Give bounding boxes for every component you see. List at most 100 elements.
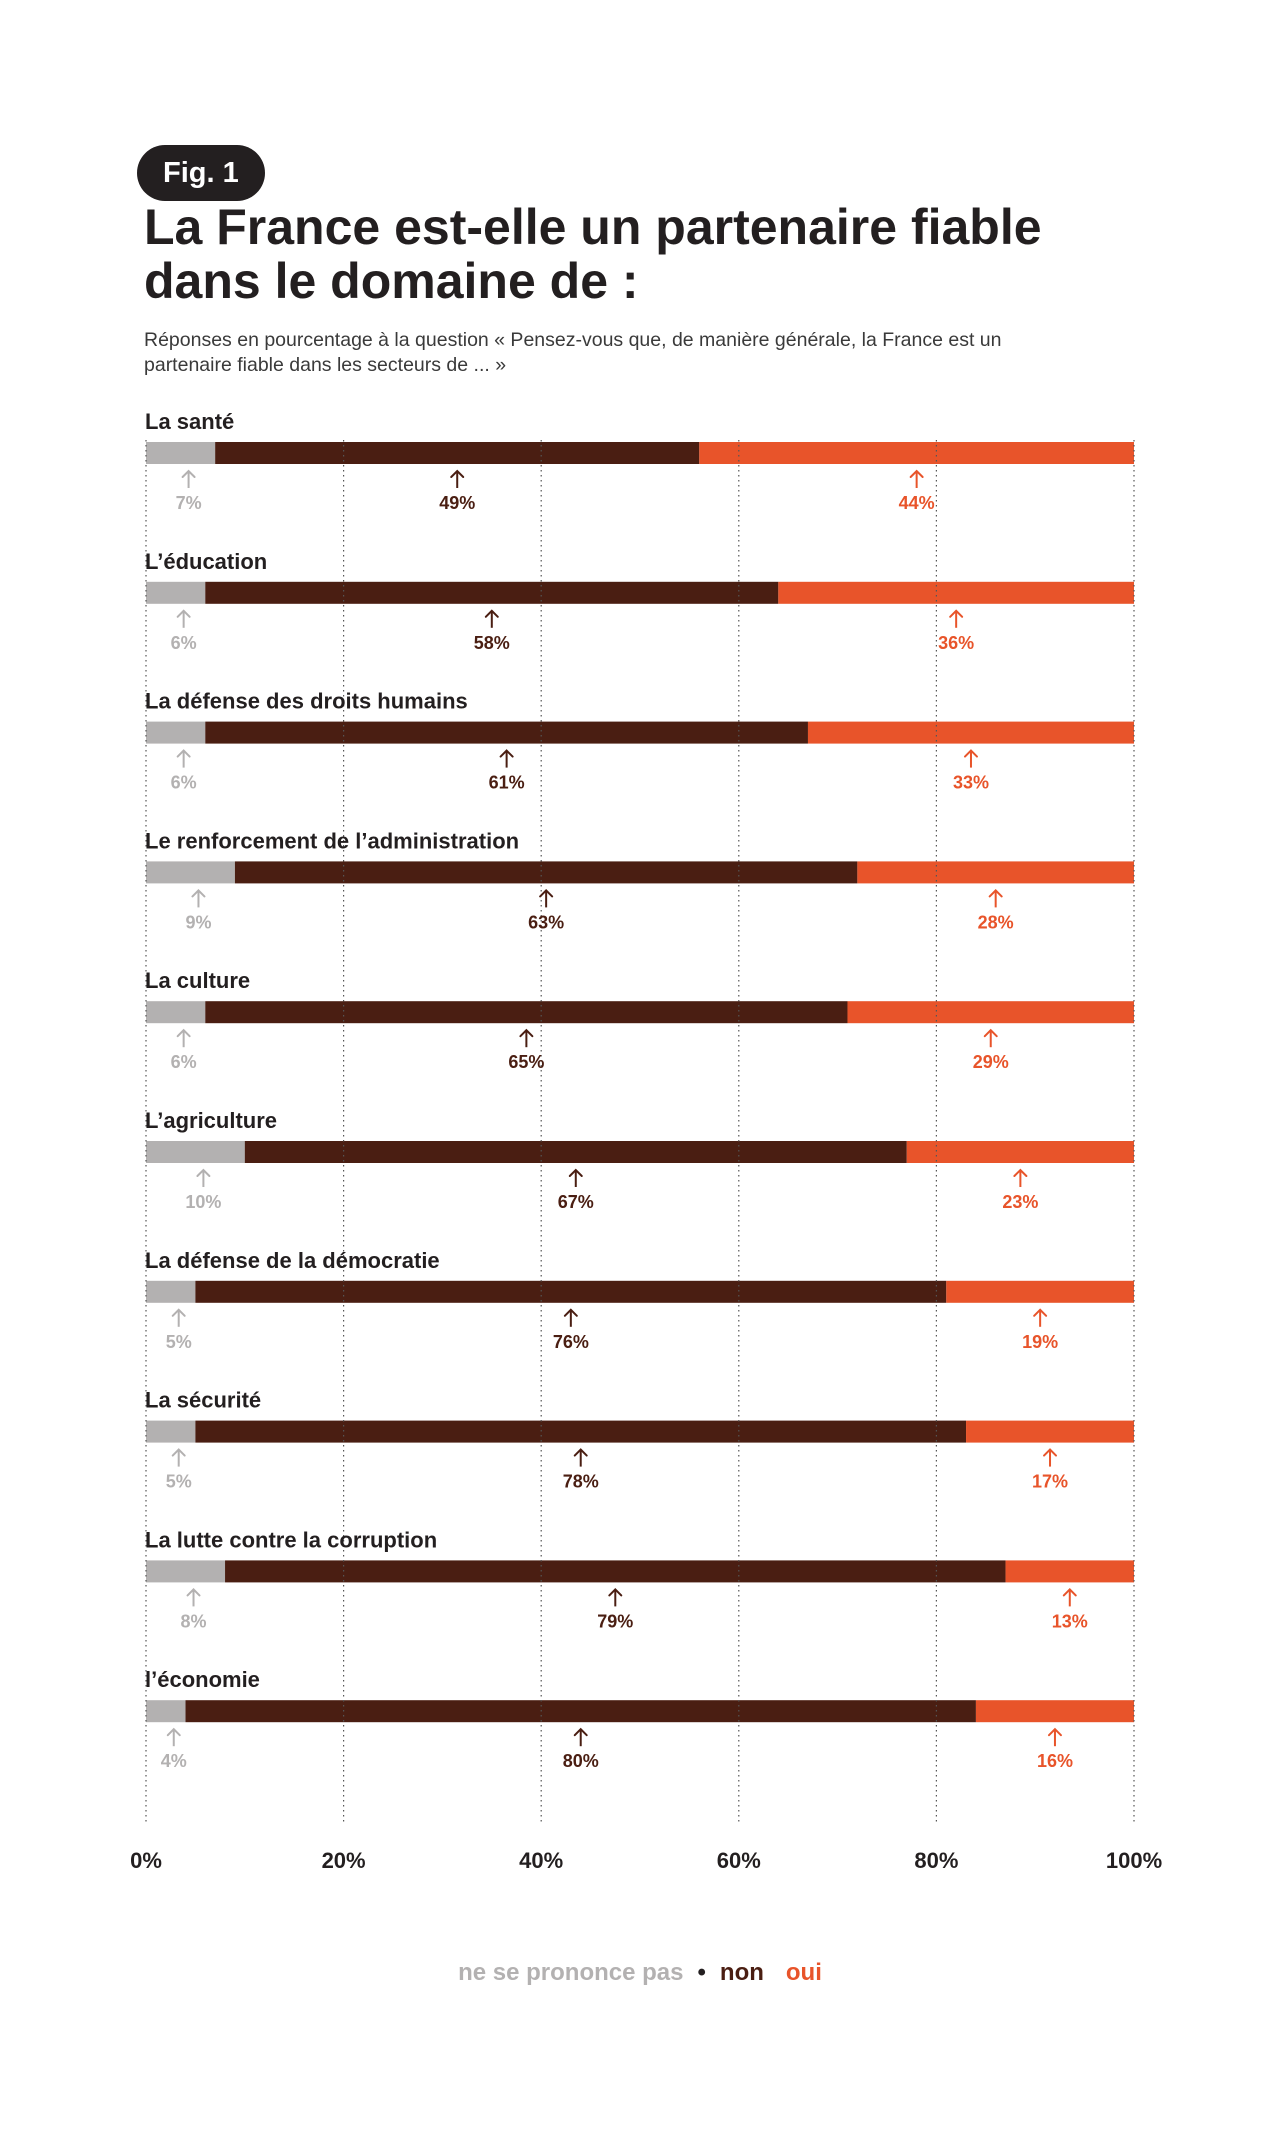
bar-segment-no <box>195 1420 967 1443</box>
data-label: 9% <box>185 912 211 932</box>
bars <box>146 442 1134 1723</box>
arrow-head <box>963 749 978 758</box>
data-label: 6% <box>171 1052 197 1072</box>
bar-segment-no-opinion <box>146 1560 226 1583</box>
bar-segment-no <box>244 1141 907 1163</box>
arrow-head <box>519 1028 534 1038</box>
arrow-head <box>176 749 191 758</box>
chart-subtitle: Réponses en pourcentage à la question « … <box>144 329 1002 376</box>
legend-no-opinion: ne se prononce pas <box>458 1959 684 1986</box>
arrow-head <box>988 888 1003 898</box>
data-label: 49% <box>439 493 475 513</box>
legend-separator: • <box>697 1959 706 1986</box>
data-label: 19% <box>1022 1332 1058 1352</box>
x-tick-label: 20% <box>322 1848 366 1873</box>
arrow-head <box>608 1587 623 1597</box>
arrow-head <box>1062 1587 1077 1597</box>
data-label: 76% <box>553 1332 589 1352</box>
arrow-head <box>909 469 924 478</box>
category-label: La sécurité <box>145 1388 261 1413</box>
arrow-head <box>484 609 499 618</box>
bar-segment-no-opinion <box>146 1280 196 1303</box>
arrow-head <box>171 1308 186 1317</box>
data-label: 61% <box>489 773 525 793</box>
data-label: 17% <box>1032 1472 1068 1492</box>
legend-no: non <box>719 1959 764 1986</box>
chart-title: La France est-elle un partenaire fiable … <box>144 199 1042 309</box>
category-label: La culture <box>145 968 250 993</box>
category-label: La défense des droits humains <box>145 689 468 714</box>
x-tick-label: 100% <box>1106 1848 1162 1873</box>
bar-segment-no <box>234 861 858 884</box>
data-label: 16% <box>1037 1751 1073 1771</box>
figure-badge: Fig. 1 <box>137 145 265 201</box>
data-label: 33% <box>953 773 989 793</box>
data-label: 78% <box>563 1472 599 1492</box>
bar-segment-no-opinion <box>146 1420 196 1443</box>
labels: 0% 20% 40% 60% 80% 100% La santé 7% 49% 44% L’éduc… <box>130 409 1162 1873</box>
arrow-head <box>539 888 554 898</box>
bar-segment-no <box>205 721 808 744</box>
arrow-head <box>573 1448 588 1457</box>
x-tick-label: 80% <box>914 1848 958 1873</box>
arrow-head <box>176 1028 191 1038</box>
data-label: 5% <box>166 1332 192 1352</box>
data-label: 67% <box>558 1192 594 1212</box>
chart-legend: ne se prononce pas • non oui <box>0 1958 1280 1988</box>
category-label: Le renforcement de l’administration <box>145 828 519 853</box>
arrow-head <box>166 1727 181 1737</box>
category-label: L’éducation <box>145 549 267 574</box>
bar-segment-no <box>205 581 779 604</box>
arrow-head <box>1033 1308 1048 1317</box>
arrow-head <box>1047 1727 1062 1737</box>
bar-segment-no-opinion <box>146 442 216 464</box>
bar-segment-no-opinion <box>146 1001 206 1024</box>
data-label: 28% <box>978 912 1014 932</box>
arrow-head <box>196 1168 211 1177</box>
bar-segment-no-opinion <box>146 581 206 604</box>
arrow-head <box>186 1587 201 1597</box>
bar-segment-yes <box>699 442 1134 464</box>
data-label: 23% <box>1002 1192 1038 1212</box>
x-tick-label: 60% <box>717 1848 761 1873</box>
arrow-head <box>568 1168 583 1177</box>
bar-segment-yes <box>975 1700 1134 1723</box>
data-label: 29% <box>973 1052 1009 1072</box>
arrow-head <box>573 1727 588 1737</box>
bar-segment-yes <box>847 1001 1134 1024</box>
arrow-head <box>191 888 206 898</box>
arrow-head <box>949 609 964 618</box>
bar-segment-yes <box>778 581 1134 604</box>
data-label: 36% <box>938 633 974 653</box>
bar-segment-yes <box>966 1420 1134 1443</box>
data-label: 10% <box>185 1192 221 1212</box>
gridlines <box>145 440 1135 1822</box>
arrow-head <box>563 1308 578 1317</box>
arrow-head <box>1013 1168 1028 1177</box>
arrow-head <box>450 469 465 478</box>
bar-segment-yes <box>946 1280 1134 1303</box>
bar-segment-no-opinion <box>146 721 206 744</box>
bar-segment-yes <box>1005 1560 1134 1583</box>
x-tick-label: 40% <box>519 1848 563 1873</box>
arrow-head <box>176 609 191 618</box>
data-label: 5% <box>166 1472 192 1492</box>
category-label: La santé <box>145 409 234 434</box>
data-label: 80% <box>563 1751 599 1771</box>
bar-segment-no <box>225 1560 1006 1583</box>
arrow-head <box>499 749 514 758</box>
category-label: La lutte contre la corruption <box>145 1527 437 1552</box>
data-label: 7% <box>176 493 202 513</box>
data-label: 13% <box>1052 1611 1088 1631</box>
data-label: 44% <box>899 493 935 513</box>
data-label: 4% <box>161 1751 187 1771</box>
category-label: La défense de la démocratie <box>145 1248 440 1273</box>
bar-segment-no <box>215 442 700 464</box>
data-label: 65% <box>508 1052 544 1072</box>
bar-segment-yes <box>857 861 1134 884</box>
bar-segment-no <box>195 1280 947 1303</box>
data-label: 6% <box>171 773 197 793</box>
bar-segment-yes <box>807 721 1134 744</box>
x-tick-label: 0% <box>130 1848 162 1873</box>
bar-segment-no-opinion <box>146 1700 186 1723</box>
